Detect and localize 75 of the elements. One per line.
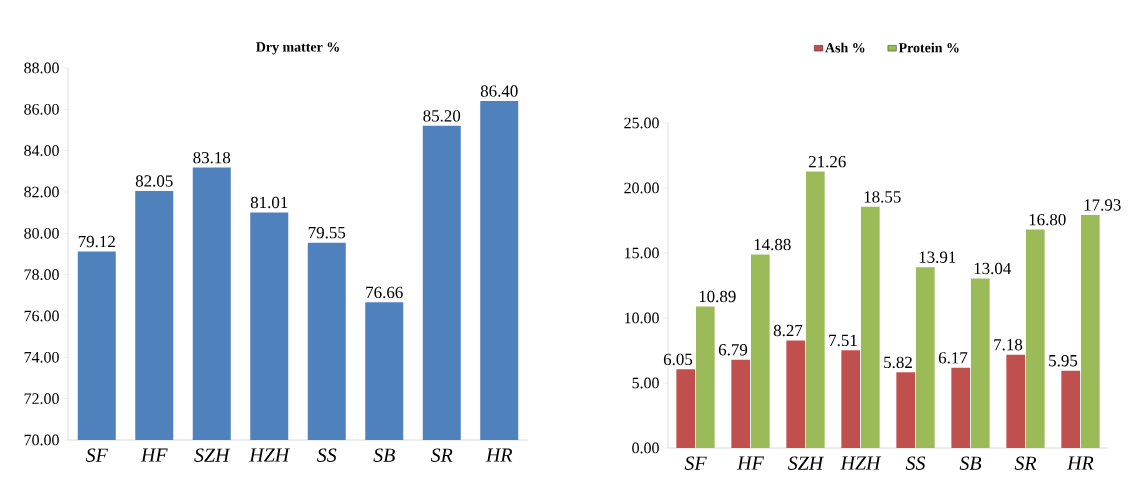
y-tick-label: 0.00 — [632, 442, 659, 454]
bar — [970, 278, 990, 448]
data-label: 82.05 — [135, 175, 173, 187]
data-label: 17.93 — [1084, 199, 1121, 211]
x-tick-label: HF — [737, 456, 764, 470]
data-label: 21.26 — [808, 155, 846, 168]
y-tick-label: 82.00 — [24, 186, 59, 198]
bar — [1025, 229, 1045, 448]
data-label: 85.20 — [423, 110, 461, 122]
data-label: 16.80 — [1029, 213, 1066, 226]
y-tick-label: 86.00 — [24, 103, 59, 115]
x-tick-label: SZH — [788, 456, 825, 470]
data-label: 5.82 — [884, 356, 912, 369]
x-tick-label: SZH — [194, 448, 231, 462]
bar — [695, 306, 715, 448]
y-tick-label: 78.00 — [24, 269, 59, 281]
bar — [951, 367, 971, 448]
x-tick-label: SF — [85, 448, 108, 462]
y-tick-label: 74.00 — [24, 351, 59, 363]
data-label: 79.55 — [308, 226, 346, 239]
x-tick-label: SF — [684, 456, 707, 470]
x-tick-label: HZH — [840, 456, 882, 470]
bar — [786, 340, 806, 448]
y-tick-label: 80.00 — [24, 227, 59, 239]
data-label: 10.89 — [699, 290, 736, 303]
data-label: 79.12 — [78, 235, 115, 248]
bar — [805, 171, 825, 448]
data-label: 6.79 — [718, 344, 748, 356]
bar — [915, 267, 935, 448]
x-tick-label: SB — [373, 448, 395, 462]
data-label: 76.66 — [366, 286, 403, 299]
y-tick-label: 70.00 — [24, 434, 59, 446]
bar — [896, 372, 916, 448]
data-label: 81.01 — [250, 196, 288, 209]
bar — [731, 359, 751, 448]
data-label: 7.18 — [994, 338, 1023, 351]
x-tick-label: HR — [1067, 456, 1094, 470]
x-tick-label: SR — [430, 448, 453, 462]
bar — [676, 369, 696, 448]
data-label: 6.17 — [938, 352, 968, 364]
legend-label: Protein % — [898, 42, 959, 53]
x-tick-label: HF — [140, 448, 168, 462]
chart-title: Dry matter % — [256, 42, 339, 55]
y-tick-label: 20.00 — [624, 182, 659, 194]
data-label: 86.40 — [480, 85, 518, 97]
y-tick-label: 10.00 — [625, 312, 659, 324]
data-label: 83.18 — [193, 151, 231, 164]
bar — [860, 206, 880, 448]
bar — [1061, 370, 1081, 448]
bar — [750, 254, 770, 448]
x-tick-label: SS — [317, 448, 337, 462]
y-tick-label: 88.00 — [24, 62, 59, 74]
y-tick-label: 72.00 — [24, 393, 59, 405]
bar — [841, 350, 861, 448]
data-label: 13.04 — [974, 262, 1012, 275]
y-tick-label: 15.00 — [625, 247, 659, 259]
data-label: 14.88 — [754, 238, 791, 251]
x-tick-label: SS — [905, 456, 926, 470]
x-tick-label: SB — [959, 456, 982, 470]
x-tick-label: SR — [1014, 456, 1037, 470]
y-tick-label: 5.00 — [632, 377, 659, 389]
data-label: 18.55 — [864, 191, 901, 203]
bar — [1080, 214, 1100, 448]
y-tick-label: 25.00 — [624, 117, 659, 129]
data-label: 13.91 — [919, 251, 956, 263]
data-label: 7.51 — [829, 334, 857, 347]
y-tick-label: 76.00 — [24, 310, 59, 322]
x-tick-label: HR — [485, 448, 513, 462]
legend-label: Ash % — [825, 42, 865, 53]
bar — [1006, 354, 1026, 448]
data-label: 5.95 — [1049, 354, 1078, 367]
data-label: 8.27 — [773, 324, 803, 337]
x-tick-label: HZH — [249, 448, 291, 462]
y-tick-label: 84.00 — [24, 145, 59, 157]
data-label: 6.05 — [663, 353, 693, 366]
